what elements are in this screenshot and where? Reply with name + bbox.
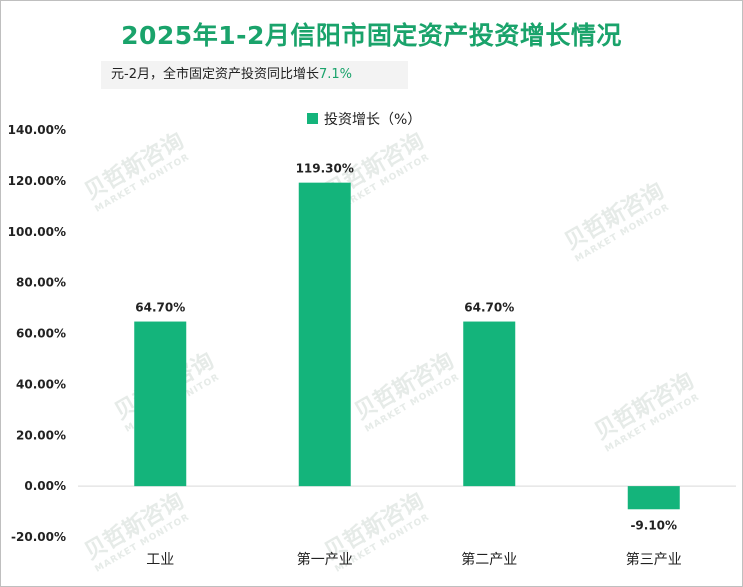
data-label: 119.30%	[296, 162, 354, 176]
data-label: 64.70%	[464, 301, 514, 315]
y-tick-label: 120.00%	[8, 174, 66, 188]
data-label: -9.10%	[630, 518, 677, 532]
category-label: 第一产业	[297, 551, 353, 568]
bar	[463, 321, 516, 487]
legend-swatch	[307, 113, 318, 124]
data-labels: 64.70% 119.30% 64.70% -9.10%	[135, 162, 677, 533]
y-tick-label: 80.00%	[16, 276, 66, 290]
y-tick-label: -20.00%	[11, 530, 66, 544]
subtitle-value: 7.1%	[318, 67, 352, 82]
y-tick-label: 40.00%	[16, 377, 66, 391]
y-tick-label: 60.00%	[16, 327, 66, 341]
y-tick-label: 140.00%	[8, 123, 66, 137]
chart-title: 2025年1-2月信阳市固定资产投资增长情况	[121, 21, 622, 50]
x-axis: 工业 第一产业 第二产业 第三产业	[146, 551, 682, 568]
y-tick-label: 100.00%	[8, 225, 66, 239]
subtitle-box: 元-2月，全市固定资产投资同比增长7.1%	[101, 61, 408, 89]
legend-label: 投资增长（%）	[324, 112, 421, 128]
y-axis: -20.00% 0.00% 20.00% 40.00% 60.00% 80.00% 100.…	[8, 123, 736, 544]
category-label: 第三产业	[626, 551, 682, 568]
y-tick-label: 20.00%	[16, 428, 66, 442]
legend: 投资增长（%）	[307, 112, 421, 128]
data-label: 64.70%	[135, 301, 185, 315]
y-tick-label: 0.00%	[24, 479, 66, 493]
bar	[298, 182, 351, 487]
bar	[134, 321, 187, 487]
category-label: 工业	[146, 552, 174, 568]
subtitle-text: 元-2月，全市固定资产投资同比增长	[111, 67, 319, 82]
bar	[627, 486, 680, 510]
bars	[134, 182, 680, 510]
category-label: 第二产业	[461, 551, 517, 568]
